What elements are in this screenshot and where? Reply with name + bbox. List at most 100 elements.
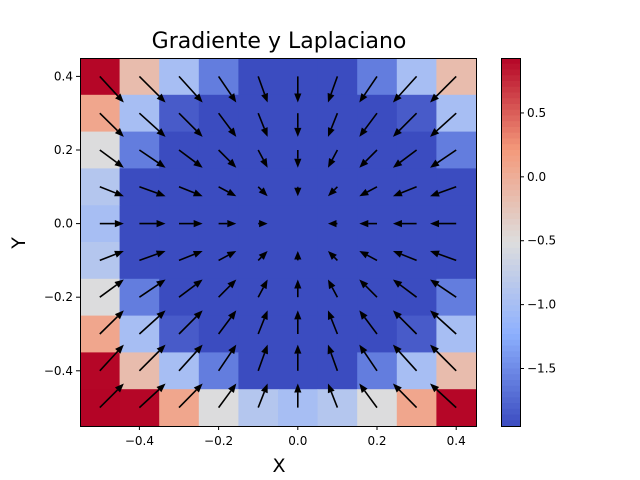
quiver-arrow — [178, 75, 203, 103]
quiver-arrow — [430, 75, 457, 103]
arrow-shaft — [366, 254, 378, 262]
quiver-arrow — [392, 344, 418, 372]
arrow-shaft — [330, 112, 339, 129]
arrow-shaft — [178, 389, 197, 409]
arrow-head — [359, 93, 368, 103]
colorbar-segment — [501, 196, 520, 203]
quiver-arrow — [217, 383, 237, 409]
colorbar-segment — [501, 293, 520, 301]
quiver-arrow — [138, 310, 166, 335]
arrow-shaft — [257, 318, 266, 335]
x-axis-label: X — [272, 455, 285, 477]
arrow-head — [226, 188, 237, 197]
colorbar-segment — [501, 339, 520, 347]
quiver-arrow — [99, 112, 124, 137]
quiver-arrow — [392, 75, 418, 103]
colorbar-segment — [501, 391, 520, 398]
arrow-shaft — [139, 253, 158, 262]
x-tick-label: −0.2 — [204, 434, 233, 448]
arrow-head — [261, 344, 268, 355]
quiver-arrow — [327, 149, 339, 168]
arrow-shaft — [99, 75, 119, 97]
colorbar-segment — [501, 144, 520, 151]
heatmap-cell — [357, 352, 398, 390]
arrow-head — [359, 220, 369, 228]
arrow-shaft — [99, 112, 118, 132]
quiver-arrow — [138, 279, 166, 298]
arrow-head — [114, 250, 124, 258]
quiver-arrow — [139, 186, 166, 197]
heatmap-cell — [238, 352, 279, 390]
quiver-arrow — [258, 220, 268, 228]
colorbar-segment — [501, 184, 520, 191]
quiver-arrow — [392, 149, 418, 168]
quiver-arrow — [139, 250, 166, 262]
arrow-shaft — [138, 149, 159, 164]
quiver-arrow — [294, 383, 302, 408]
quiver-arrow — [359, 149, 378, 168]
arrow-head — [430, 279, 440, 288]
chart-title: Gradiente y Laplaciano — [152, 29, 407, 54]
colorbar-segment — [501, 357, 520, 364]
quiver-arrow — [99, 75, 124, 103]
quiver-arrow — [257, 76, 268, 103]
colorbar-segment — [501, 138, 520, 145]
x-tick-label: 0.0 — [288, 434, 307, 448]
arrow-shaft — [138, 112, 160, 132]
arrow-head — [260, 279, 268, 290]
quiver-arrow — [99, 149, 124, 168]
quiver-arrow — [294, 113, 302, 137]
quiver-arrow — [327, 186, 338, 197]
arrow-shaft — [178, 350, 198, 372]
colorbar-segment — [501, 420, 520, 427]
colorbar-segment — [501, 403, 520, 410]
heatmap-cell — [396, 389, 437, 427]
quiver-arrow — [359, 383, 378, 409]
quiver-arrow — [178, 186, 203, 197]
quiver-arrow — [327, 344, 339, 372]
arrow-shaft — [217, 390, 232, 409]
quiver-arrow — [392, 250, 417, 262]
arrow-head — [359, 127, 368, 137]
heatmap-cell — [238, 389, 279, 427]
colorbar-segment — [501, 288, 520, 295]
quiver-arrow — [430, 383, 457, 409]
colorbar-segment — [501, 230, 520, 237]
arrow-head — [156, 93, 166, 103]
colorbar-segment — [501, 224, 520, 232]
arrow-shaft — [257, 186, 262, 191]
arrow-head — [392, 383, 402, 393]
quiver-arrow — [178, 149, 203, 168]
arrow-head — [227, 279, 237, 289]
arrow-head — [193, 344, 203, 354]
arrow-head — [226, 250, 237, 259]
quiver-arrow — [327, 76, 339, 103]
colorbar-segment — [501, 397, 520, 404]
quiver-arrow — [217, 310, 237, 335]
quiver-arrow — [359, 279, 378, 298]
arrow-shaft — [178, 75, 198, 97]
arrow-head — [260, 383, 268, 394]
arrow-shaft — [218, 149, 231, 162]
arrow-shaft — [257, 256, 262, 261]
colorbar-segment — [501, 265, 520, 272]
heatmap-cell — [436, 278, 477, 317]
colorbar-segment — [501, 247, 520, 255]
colorbar-segment — [501, 368, 520, 375]
quiver-arrow — [257, 344, 268, 372]
heatmap-cell — [80, 389, 121, 427]
arrow-head — [228, 344, 237, 355]
quiver-arrow — [218, 279, 237, 298]
arrow-shaft — [363, 351, 378, 372]
quiver-arrow — [218, 220, 237, 228]
arrow-shaft — [217, 351, 232, 372]
arrow-shaft — [436, 389, 457, 409]
arrow-shaft — [331, 149, 339, 161]
heatmap-cell — [238, 242, 279, 280]
arrow-shaft — [138, 315, 160, 335]
heatmap-cell — [278, 205, 319, 243]
arrow-head — [114, 279, 124, 288]
arrow-head — [430, 159, 440, 168]
arrow-head — [228, 127, 237, 137]
heatmap-cell — [198, 352, 239, 390]
